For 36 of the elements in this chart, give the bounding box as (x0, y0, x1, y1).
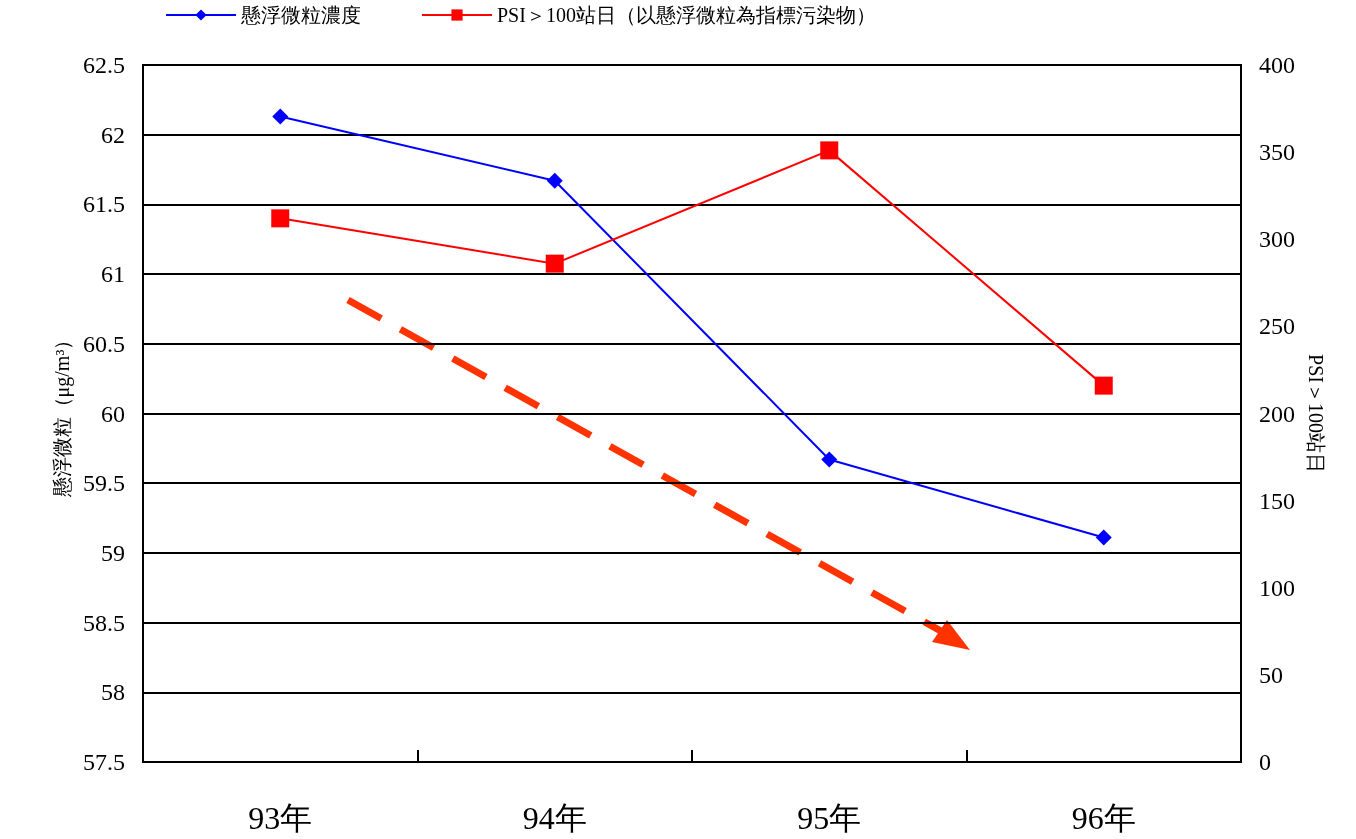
point (820, 141, 839, 160)
y2-tick-label: 0 (1259, 749, 1271, 775)
point (271, 209, 290, 228)
point (272, 108, 289, 125)
y2-tick-label: 350 (1259, 139, 1295, 166)
y2-axis-title: PSI＞100站日 (1304, 354, 1327, 473)
y2-tick-label: 100 (1259, 574, 1295, 601)
point (1095, 529, 1112, 546)
y2-tick-label: 300 (1259, 226, 1295, 253)
y-tick-label: 60 (101, 400, 125, 427)
y-tick-label: 58 (101, 679, 125, 706)
x-tick-label: 94年 (522, 800, 587, 836)
x-tick-label: 93年 (248, 800, 313, 836)
y2-tick-label: 50 (1259, 661, 1283, 688)
y2-tick-label: 200 (1259, 400, 1295, 427)
y-axis-title: 懸浮微粒（μg/m³） (51, 329, 75, 499)
y-tick-label: 60.5 (83, 330, 125, 357)
legend-label: 懸浮微粒濃度 (240, 4, 361, 26)
legend-label: PSI＞100站日（以懸浮微粒為指標污染物） (497, 4, 876, 26)
y-tick-label: 57.5 (83, 749, 125, 775)
y2-tick-label: 250 (1259, 313, 1295, 340)
x-tick-label: 96年 (1071, 800, 1136, 836)
point (546, 172, 563, 189)
point (1094, 376, 1113, 395)
y2-tick-label: 150 (1259, 487, 1295, 514)
y-tick-label: 59 (101, 539, 125, 566)
point (821, 451, 838, 468)
y2-tick-label: 400 (1259, 52, 1295, 78)
y-tick-label: 62 (101, 121, 125, 148)
y-tick-label: 59.5 (83, 470, 125, 497)
point (545, 254, 564, 273)
x-tick-label: 95年 (797, 800, 862, 836)
y-tick-label: 58.5 (83, 609, 125, 636)
y-tick-label: 61 (101, 261, 125, 288)
y-tick-label: 62.5 (83, 52, 125, 78)
y-tick-label: 61.5 (83, 191, 125, 218)
